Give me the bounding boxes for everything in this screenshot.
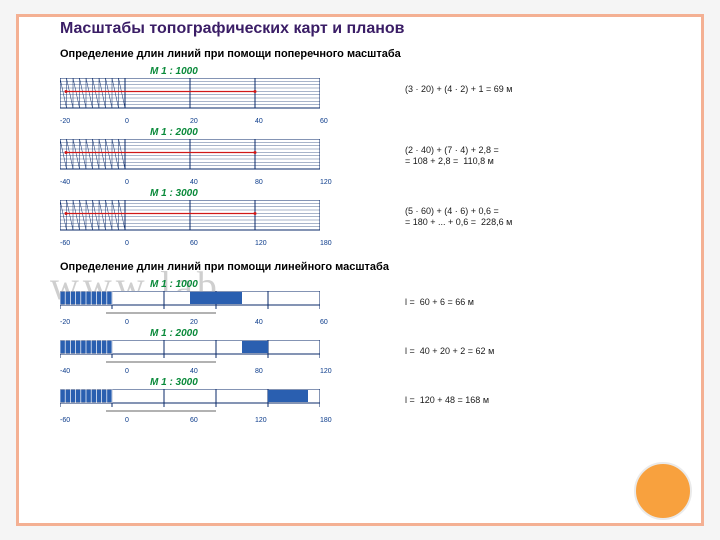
axis-tick: 120 [320, 368, 385, 375]
axis-tick: 80 [255, 368, 320, 375]
scale-graphic: -60060120180 [60, 200, 385, 247]
scale-label: М 1 : 1000 [150, 279, 660, 290]
axis-tick: 0 [125, 368, 190, 375]
scale-label: М 1 : 1000 [150, 66, 660, 77]
scale-graphic: -200204060 [60, 78, 385, 125]
axis-labels: -4004080120 [60, 179, 385, 186]
scale-label: М 1 : 2000 [150, 127, 660, 138]
formula-text: l = 40 + 20 + 2 = 62 м [405, 346, 494, 357]
transversal-scale-svg [60, 139, 320, 179]
formula-text: l = 120 + 48 = 168 м [405, 395, 489, 406]
formula-text: (2 · 40) + (7 · 4) + 2,8 = = 108 + 2,8 =… [405, 145, 499, 168]
axis-tick: 40 [255, 319, 320, 326]
axis-tick: -40 [60, 179, 125, 186]
linear-scale-svg [60, 291, 320, 319]
scale-label: М 1 : 3000 [150, 188, 660, 199]
scale-graphic: -4004080120 [60, 340, 385, 375]
axis-labels: -60060120180 [60, 417, 385, 424]
axis-tick: 0 [125, 417, 190, 424]
section2-heading: Определение длин линий при помощи линейн… [60, 261, 660, 273]
transversal-row: -4004080120 (2 · 40) + (7 · 4) + 2,8 = =… [60, 139, 660, 186]
axis-tick: 0 [125, 319, 190, 326]
axis-tick: 20 [190, 118, 255, 125]
axis-tick: 0 [125, 240, 190, 247]
transversal-scale-svg [60, 200, 320, 240]
section2-body: М 1 : 1000 -200204060 l = 60 + 6 = 66 м … [60, 279, 660, 424]
transversal-row: -200204060 (3 · 20) + (4 · 2) + 1 = 69 м [60, 78, 660, 125]
axis-tick: 60 [190, 417, 255, 424]
linear-scale-svg [60, 340, 320, 368]
content-area: Масштабы топографических карт и планов О… [60, 20, 660, 426]
axis-labels: -200204060 [60, 319, 385, 326]
linear-row: -200204060 l = 60 + 6 = 66 м [60, 291, 660, 326]
linear-row: -60060120180 l = 120 + 48 = 168 м [60, 389, 660, 424]
axis-tick: 40 [190, 368, 255, 375]
axis-tick: 180 [320, 417, 385, 424]
section1-body: М 1 : 1000 -200204060 (3 · 20) + (4 · 2)… [60, 66, 660, 247]
axis-tick: 180 [320, 240, 385, 247]
axis-tick: 60 [320, 118, 385, 125]
axis-tick: 80 [255, 179, 320, 186]
axis-tick: -20 [60, 118, 125, 125]
linear-scale-svg [60, 389, 320, 417]
axis-tick: -20 [60, 319, 125, 326]
section1-heading: Определение длин линий при помощи попере… [60, 48, 660, 60]
linear-row: -4004080120 l = 40 + 20 + 2 = 62 м [60, 340, 660, 375]
axis-tick: 40 [255, 118, 320, 125]
axis-tick: -40 [60, 368, 125, 375]
decorative-circle [634, 462, 692, 520]
formula-text: l = 60 + 6 = 66 м [405, 297, 474, 308]
axis-tick: 40 [190, 179, 255, 186]
axis-tick: 120 [255, 240, 320, 247]
formula-text: (3 · 20) + (4 · 2) + 1 = 69 м [405, 84, 513, 95]
axis-tick: -60 [60, 417, 125, 424]
axis-tick: 0 [125, 118, 190, 125]
axis-labels: -60060120180 [60, 240, 385, 247]
formula-text: (5 · 60) + (4 · 6) + 0,6 = = 180 + ... +… [405, 206, 512, 229]
scale-graphic: -200204060 [60, 291, 385, 326]
page-title: Масштабы топографических карт и планов [60, 20, 660, 38]
axis-tick: 120 [255, 417, 320, 424]
scale-graphic: -60060120180 [60, 389, 385, 424]
axis-tick: 0 [125, 179, 190, 186]
scale-label: М 1 : 2000 [150, 328, 660, 339]
axis-tick: 120 [320, 179, 385, 186]
scale-graphic: -4004080120 [60, 139, 385, 186]
transversal-row: -60060120180 (5 · 60) + (4 · 6) + 0,6 = … [60, 200, 660, 247]
axis-tick: 60 [190, 240, 255, 247]
axis-tick: 20 [190, 319, 255, 326]
axis-tick: 60 [320, 319, 385, 326]
scale-label: М 1 : 3000 [150, 377, 660, 388]
axis-labels: -200204060 [60, 118, 385, 125]
transversal-scale-svg [60, 78, 320, 118]
axis-tick: -60 [60, 240, 125, 247]
axis-labels: -4004080120 [60, 368, 385, 375]
